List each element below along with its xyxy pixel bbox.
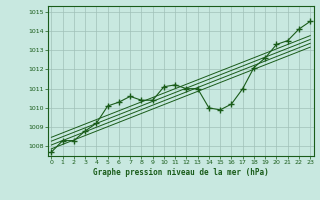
X-axis label: Graphe pression niveau de la mer (hPa): Graphe pression niveau de la mer (hPa): [93, 168, 269, 177]
